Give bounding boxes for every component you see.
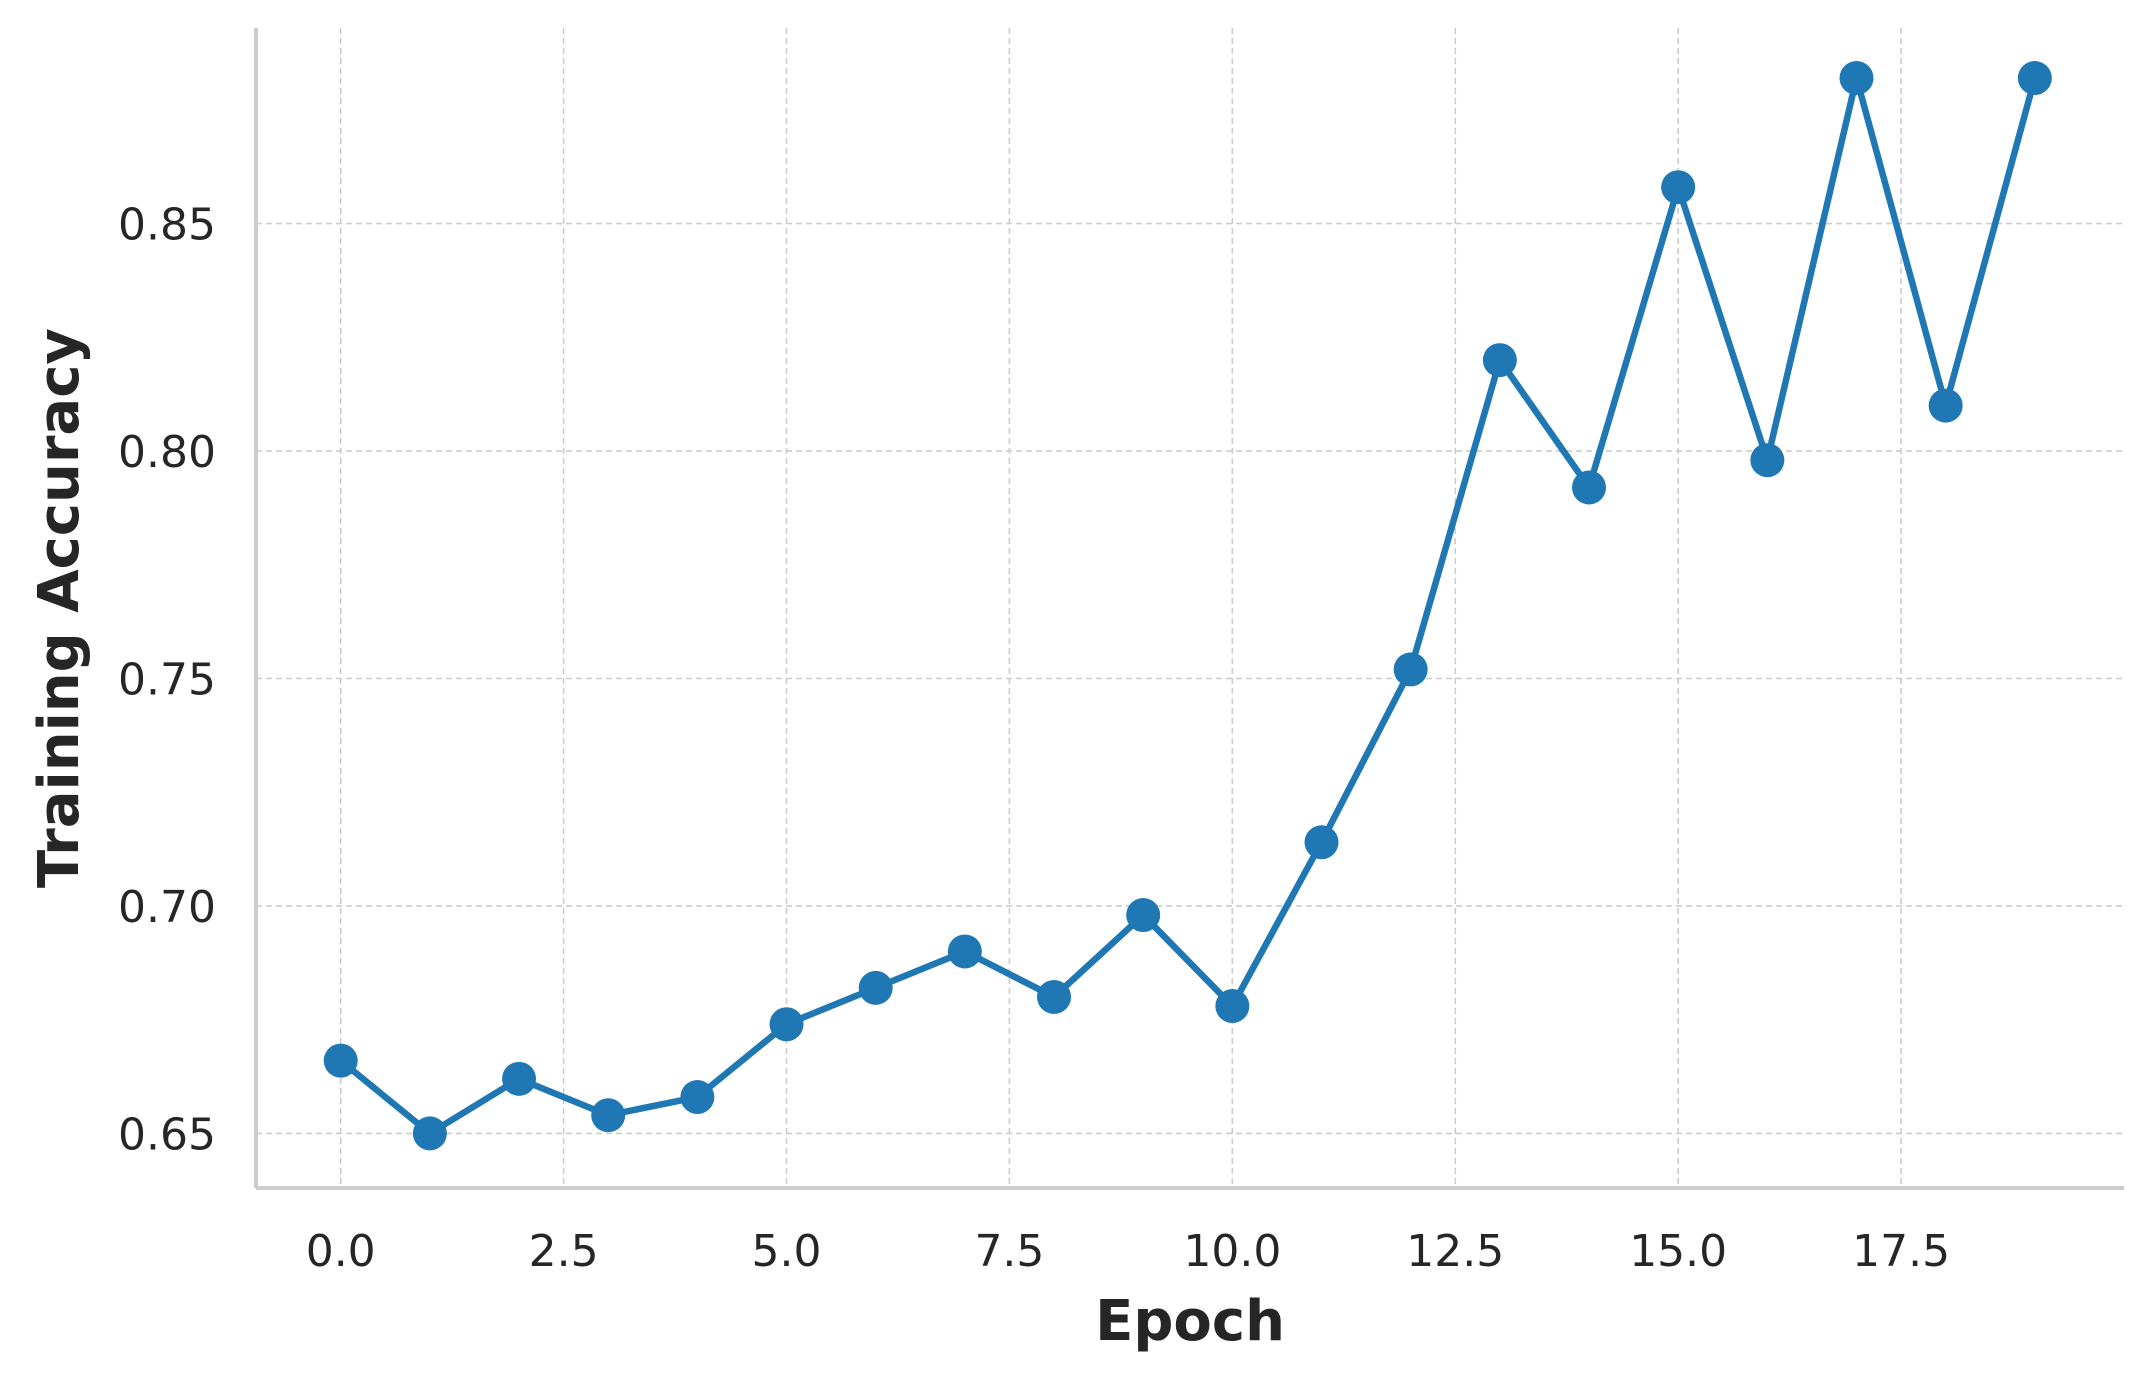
data-point [502,1061,537,1096]
series-0 [323,61,2052,1151]
x-tick-label: 5.0 [752,1226,822,1277]
data-point [858,970,893,1005]
x-tick-label: 7.5 [974,1226,1044,1277]
data-point [1037,979,1072,1014]
data-point [1393,652,1428,687]
grid [256,28,2124,1188]
y-tick-label: 0.80 [118,427,216,478]
y-tick-label: 0.65 [118,1109,216,1160]
data-point [769,1007,804,1042]
data-point [1661,170,1696,205]
data-point [323,1043,358,1078]
y-tick-label: 0.85 [118,200,216,251]
axes-spines [254,28,2124,1190]
data-point [1482,343,1517,378]
x-tick-label: 0.0 [306,1226,376,1277]
data-point [2017,61,2052,96]
y-axis-label: Training Accuracy [27,328,92,888]
x-tick-label: 2.5 [529,1226,599,1277]
data-point [591,1098,626,1133]
series-layer [323,61,2052,1151]
data-point [412,1116,447,1151]
data-point [680,1080,715,1115]
y-tick-label: 0.75 [118,655,216,706]
x-tick-label: 17.5 [1852,1226,1950,1277]
data-point [1839,61,1874,96]
data-point [1572,470,1607,505]
x-tick-label: 15.0 [1629,1226,1727,1277]
data-point [1215,989,1250,1024]
data-point [1126,898,1161,933]
y-tick-labels: 0.65 0.70 0.75 0.80 0.85 [118,200,216,1161]
data-point [947,934,982,969]
data-point [1304,825,1339,860]
x-tick-label: 12.5 [1406,1226,1504,1277]
x-axis-label: Epoch [1095,1289,1285,1354]
data-point [1750,443,1785,478]
y-tick-label: 0.70 [118,882,216,933]
data-point [1928,388,1963,423]
x-tick-labels: 0.0 2.5 5.0 7.5 10.0 12.5 15.0 17.5 [306,1226,1950,1277]
x-tick-label: 10.0 [1183,1226,1281,1277]
